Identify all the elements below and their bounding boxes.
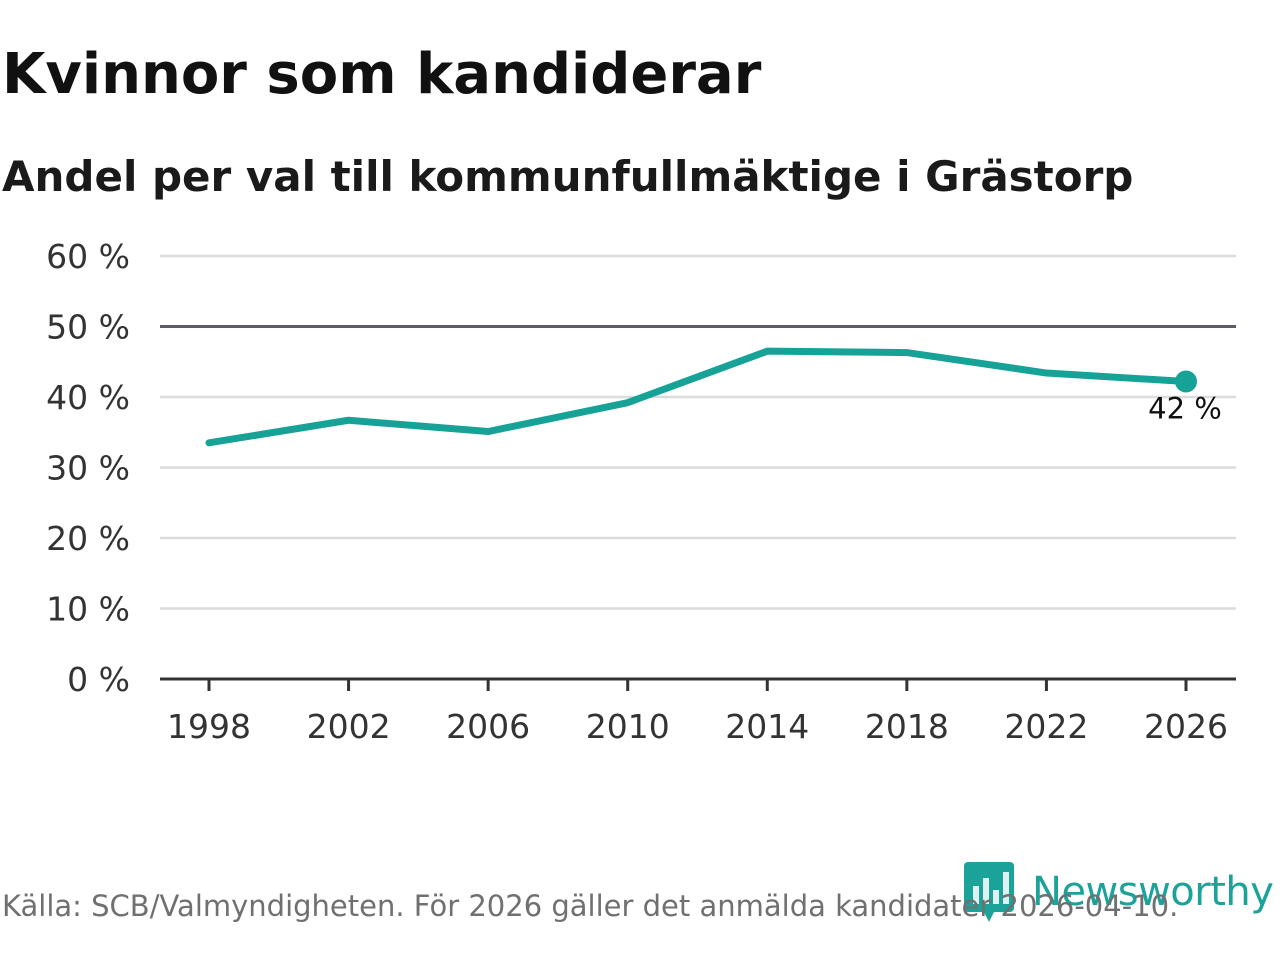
chart-subtitle: Andel per val till kommunfullmäktige i G… — [2, 152, 1134, 201]
y-tick-label: 30 % — [46, 449, 130, 488]
x-tick-label: 2014 — [725, 707, 809, 746]
x-tick-label: 2026 — [1144, 707, 1228, 746]
x-tick-label: 2022 — [1004, 707, 1088, 746]
y-tick-label: 60 % — [46, 237, 130, 276]
gridlines — [160, 254, 1236, 610]
x-tick-label: 2006 — [446, 707, 530, 746]
x-tick-label: 2018 — [865, 707, 949, 746]
endpoint-data-label: 42 % — [1148, 391, 1222, 425]
x-tick-label: 1998 — [167, 707, 251, 746]
labels: 0 % 10 % 20 % 30 % 40 % 50 % 60 % 1998 2002 2006 2… — [46, 237, 1228, 746]
x-tick-label: 2010 — [586, 707, 670, 746]
y-tick-label: 50 % — [46, 308, 130, 347]
newsworthy-logo-text: Newsworthy — [1032, 869, 1274, 915]
y-tick-label: 10 % — [46, 590, 130, 629]
y-tick-label: 20 % — [46, 519, 130, 558]
y-tick-label: 0 % — [67, 660, 130, 699]
axes — [160, 325, 1236, 691]
y-tick-label: 40 % — [46, 378, 130, 417]
series — [205, 347, 1197, 447]
newsworthy-logo-icon — [964, 862, 1014, 922]
x-tick-label: 2002 — [307, 707, 391, 746]
chart-title: Kvinnor som kandiderar — [2, 42, 762, 107]
series-line-andel-kvinnor — [205, 347, 1190, 447]
source-note: Källa: SCB/Valmyndigheten. För 2026 gäll… — [2, 889, 1179, 923]
endpoint-marker-2026 — [1175, 370, 1197, 393]
newsworthy-logo: Newsworthy — [964, 862, 1274, 922]
